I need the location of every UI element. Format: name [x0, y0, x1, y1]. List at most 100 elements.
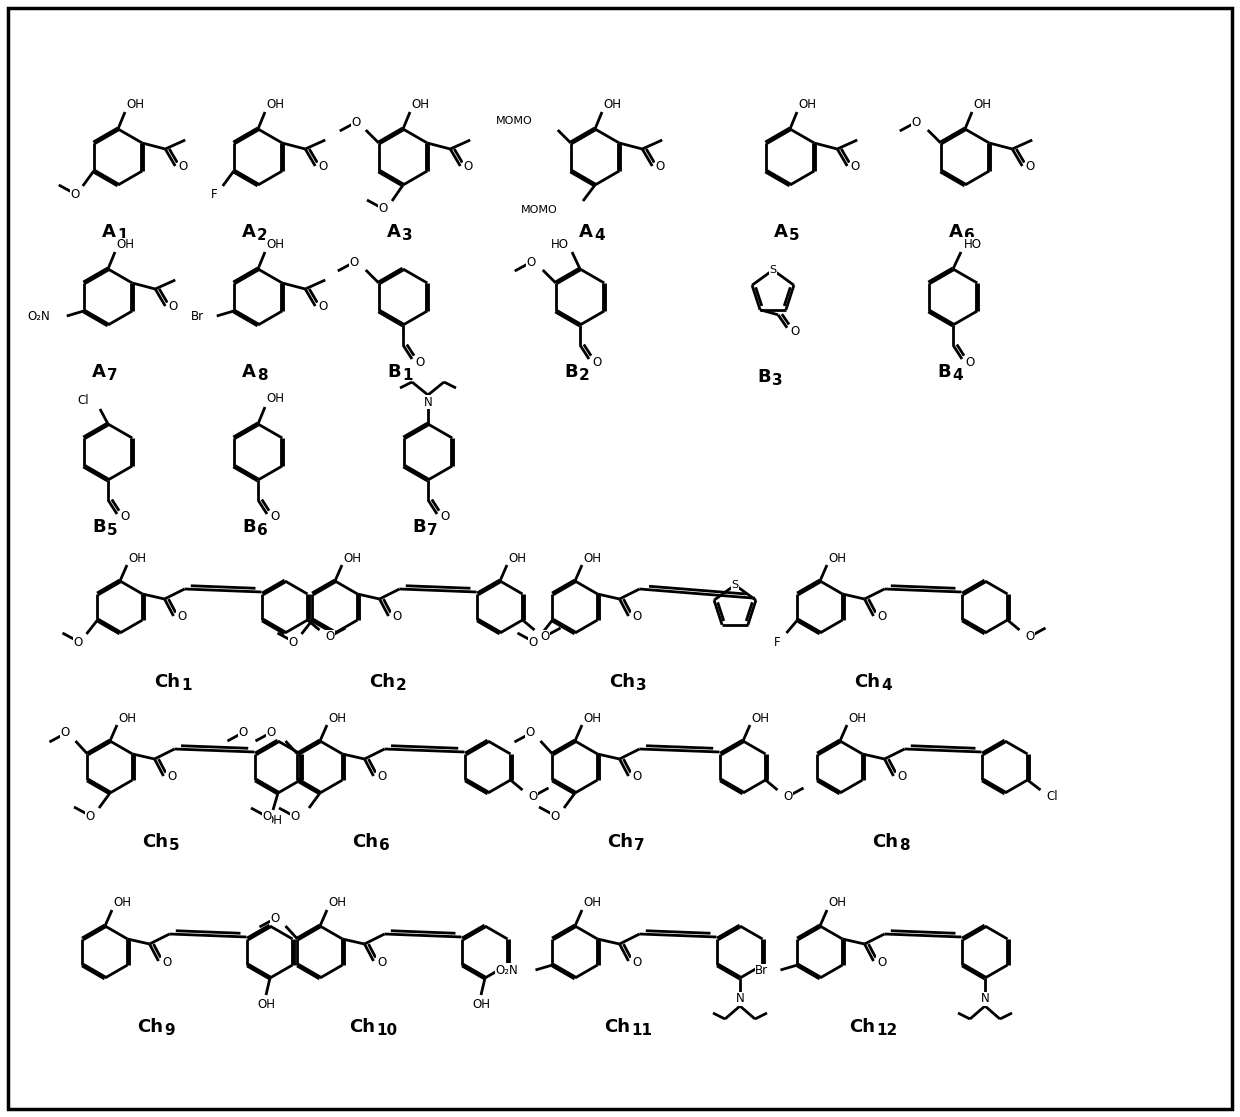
- Text: A: A: [774, 223, 787, 241]
- Text: MOMO: MOMO: [496, 116, 533, 126]
- Text: HO: HO: [551, 238, 569, 250]
- Text: A: A: [387, 223, 401, 241]
- Text: B: B: [564, 363, 578, 381]
- Text: MOMO: MOMO: [521, 206, 558, 214]
- Text: 10: 10: [376, 1023, 397, 1038]
- Text: O: O: [851, 161, 859, 173]
- Text: O: O: [464, 161, 472, 173]
- Text: B: B: [92, 518, 105, 536]
- Text: 11: 11: [631, 1023, 652, 1038]
- Text: OH: OH: [583, 712, 601, 725]
- Text: Ch: Ch: [872, 833, 898, 851]
- Text: Ch: Ch: [609, 674, 635, 691]
- Text: O₂N: O₂N: [27, 309, 50, 323]
- Text: O: O: [120, 510, 130, 524]
- Text: Ch: Ch: [370, 674, 396, 691]
- Text: A: A: [579, 223, 593, 241]
- Text: OH: OH: [508, 552, 526, 564]
- Text: N: N: [735, 993, 744, 1005]
- Text: S: S: [732, 580, 739, 590]
- Text: O: O: [528, 791, 537, 803]
- Text: 1: 1: [402, 367, 413, 383]
- Text: OH: OH: [117, 239, 134, 251]
- Text: OH: OH: [799, 98, 816, 112]
- Text: O: O: [966, 355, 975, 369]
- Text: 7: 7: [427, 523, 438, 538]
- Text: O: O: [790, 325, 800, 338]
- Text: OH: OH: [603, 98, 621, 112]
- Text: O: O: [877, 611, 887, 623]
- Text: OH: OH: [267, 98, 284, 112]
- Text: 8: 8: [257, 367, 268, 383]
- Text: N: N: [981, 993, 990, 1005]
- Text: 4: 4: [952, 367, 962, 383]
- Text: A: A: [242, 223, 255, 241]
- Text: 3: 3: [402, 228, 413, 244]
- Text: O: O: [350, 256, 358, 268]
- Text: OH: OH: [583, 552, 601, 564]
- Text: O: O: [1025, 161, 1035, 173]
- Text: O: O: [782, 791, 792, 803]
- Text: OH: OH: [118, 712, 136, 725]
- Text: O: O: [877, 955, 887, 968]
- Text: O: O: [270, 510, 280, 524]
- Text: O: O: [378, 202, 388, 216]
- Text: O: O: [528, 636, 538, 649]
- Text: O: O: [440, 510, 450, 524]
- Text: A: A: [949, 223, 963, 241]
- Text: Ch: Ch: [136, 1018, 162, 1035]
- Text: Ch: Ch: [849, 1018, 875, 1035]
- Text: Ch: Ch: [143, 833, 167, 851]
- Text: HO: HO: [963, 238, 982, 250]
- Text: O: O: [263, 811, 272, 823]
- Text: O: O: [74, 636, 83, 649]
- Text: Br: Br: [755, 964, 769, 977]
- Text: Ch: Ch: [604, 1018, 630, 1035]
- Text: O: O: [325, 630, 334, 643]
- Text: OH: OH: [264, 813, 281, 827]
- Text: OH: OH: [267, 392, 284, 405]
- Text: O: O: [593, 355, 601, 369]
- Text: O: O: [86, 810, 94, 822]
- Text: OH: OH: [329, 897, 346, 909]
- Text: O₂N: O₂N: [496, 964, 518, 976]
- Text: B: B: [937, 363, 951, 381]
- Text: O: O: [377, 955, 386, 968]
- Text: OH: OH: [583, 897, 601, 909]
- Text: 7: 7: [634, 838, 645, 853]
- Text: 8: 8: [899, 838, 910, 853]
- Text: 3: 3: [773, 373, 782, 388]
- Text: O: O: [526, 726, 536, 739]
- Text: A: A: [102, 223, 117, 241]
- Text: 6: 6: [963, 228, 975, 244]
- Text: O: O: [351, 115, 361, 128]
- Text: 6: 6: [257, 523, 268, 538]
- Text: 4: 4: [594, 228, 605, 244]
- Text: O: O: [539, 630, 549, 643]
- Text: Ch: Ch: [352, 833, 378, 851]
- Text: 1: 1: [181, 678, 191, 693]
- Text: Cl: Cl: [77, 394, 89, 408]
- Text: Ch: Ch: [854, 674, 880, 691]
- Text: O: O: [632, 771, 641, 783]
- Text: O: O: [632, 955, 641, 968]
- Text: O: O: [267, 726, 277, 738]
- Text: O: O: [61, 726, 71, 739]
- Text: OH: OH: [113, 897, 131, 909]
- Text: OH: OH: [472, 999, 490, 1012]
- Text: OH: OH: [828, 552, 846, 564]
- Text: 2: 2: [396, 678, 407, 693]
- Text: O: O: [289, 636, 298, 649]
- Text: O: O: [911, 115, 920, 128]
- Text: O: O: [392, 611, 402, 623]
- Text: F: F: [774, 636, 781, 649]
- Text: A: A: [92, 363, 105, 381]
- Text: O: O: [551, 810, 559, 822]
- Text: O: O: [415, 355, 424, 369]
- Text: 12: 12: [875, 1023, 898, 1038]
- Text: O: O: [167, 771, 176, 783]
- Text: 4: 4: [880, 678, 892, 693]
- Text: OH: OH: [128, 552, 146, 564]
- Text: OH: OH: [828, 897, 846, 909]
- Text: S: S: [770, 265, 776, 275]
